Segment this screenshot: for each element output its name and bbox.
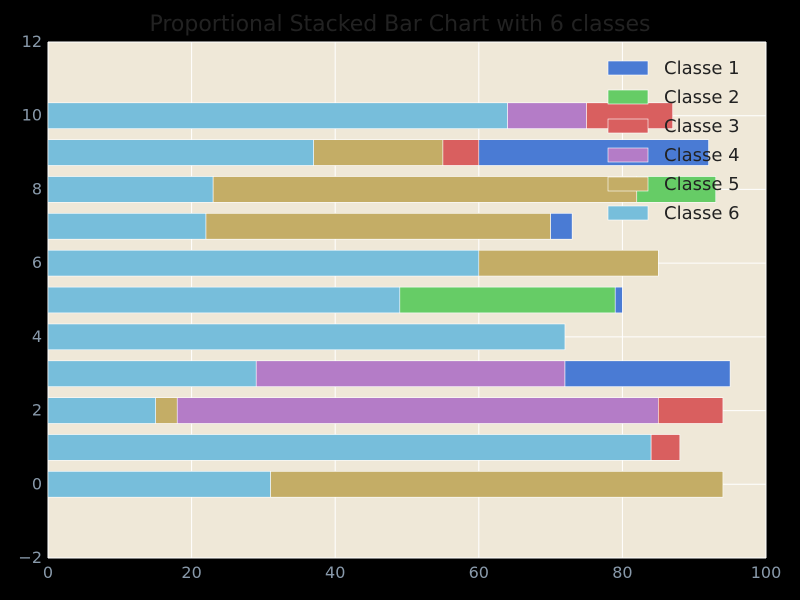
y-tick-label: −2 bbox=[18, 548, 42, 567]
legend-swatch bbox=[607, 176, 649, 192]
bar bbox=[47, 360, 257, 387]
bar bbox=[255, 360, 566, 387]
x-tick-label: 0 bbox=[43, 563, 53, 582]
bar bbox=[47, 176, 214, 203]
bar bbox=[47, 434, 652, 461]
x-tick-label: 40 bbox=[325, 563, 345, 582]
bar bbox=[47, 249, 480, 277]
bar bbox=[399, 286, 616, 314]
legend-swatch bbox=[607, 60, 649, 76]
bar bbox=[47, 323, 566, 351]
bar bbox=[507, 102, 587, 129]
bar bbox=[155, 397, 178, 424]
bar bbox=[550, 213, 573, 240]
legend-label: Classe 4 bbox=[664, 145, 740, 166]
bar bbox=[270, 471, 724, 498]
y-tick-label: 6 bbox=[32, 253, 42, 272]
bar bbox=[47, 139, 314, 166]
bar bbox=[47, 397, 156, 424]
bar bbox=[313, 139, 444, 166]
bar bbox=[657, 397, 724, 424]
legend-label: Classe 1 bbox=[664, 58, 740, 79]
bar bbox=[442, 139, 480, 166]
bar bbox=[478, 139, 709, 166]
legend-label: Classe 2 bbox=[664, 87, 740, 108]
bar bbox=[47, 471, 271, 498]
x-tick-label: 80 bbox=[612, 563, 632, 582]
x-tick-label: 60 bbox=[469, 563, 489, 582]
x-tick-label: 20 bbox=[181, 563, 201, 582]
legend: Classe 1 Classe 2 Classe 3 Classe 4 Classe 5… bbox=[607, 58, 740, 224]
bar bbox=[205, 213, 551, 240]
legend-swatch bbox=[607, 147, 649, 163]
y-tick-label: 0 bbox=[32, 474, 42, 493]
bar bbox=[650, 434, 681, 461]
bar bbox=[47, 213, 207, 240]
legend-swatch bbox=[607, 89, 649, 105]
bar bbox=[47, 102, 508, 129]
bar bbox=[614, 286, 623, 314]
y-tick-label: 8 bbox=[32, 179, 42, 198]
bar bbox=[212, 176, 638, 203]
y-tick-label: 12 bbox=[22, 32, 42, 51]
bar bbox=[564, 360, 731, 387]
bars bbox=[47, 102, 731, 498]
y-tick-label: 10 bbox=[22, 106, 42, 125]
legend-swatch bbox=[607, 118, 649, 134]
x-tick-label: 100 bbox=[751, 563, 782, 582]
bar bbox=[176, 397, 659, 424]
legend-label: Classe 3 bbox=[664, 116, 740, 137]
legend-label: Classe 6 bbox=[664, 203, 740, 224]
bar bbox=[47, 286, 401, 314]
legend-label: Classe 5 bbox=[664, 174, 740, 195]
y-tick-label: 2 bbox=[32, 401, 42, 420]
y-tick-label: 4 bbox=[32, 327, 42, 346]
chart-title: Proportional Stacked Bar Chart with 6 cl… bbox=[149, 12, 651, 37]
legend-swatch bbox=[607, 205, 649, 221]
bar bbox=[478, 249, 659, 277]
bar bbox=[636, 176, 717, 203]
